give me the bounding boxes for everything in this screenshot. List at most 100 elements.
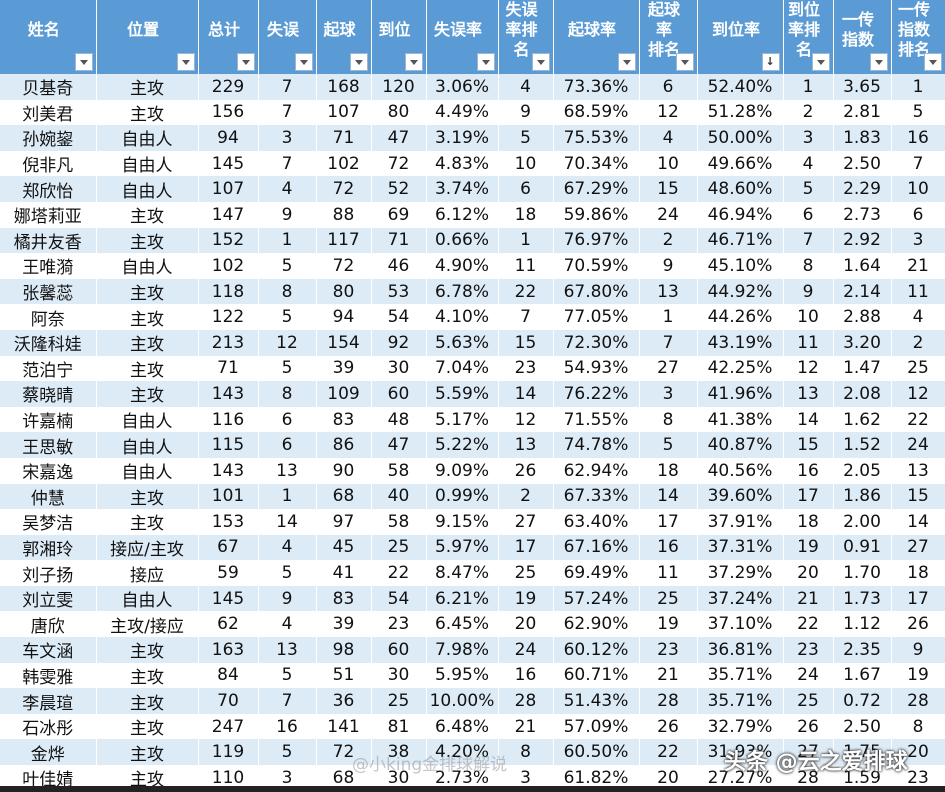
cell-2[interactable]: 101	[198, 483, 259, 510]
cell-7[interactable]: 22	[498, 278, 554, 305]
cell-2[interactable]: 71	[198, 355, 259, 382]
cell-5[interactable]: 40	[371, 483, 427, 510]
cell-13[interactable]: 3	[891, 227, 945, 254]
cell-6[interactable]: 3.19%	[426, 125, 499, 151]
cell-1[interactable]: 自由人	[96, 432, 199, 458]
cell-6[interactable]: 4.10%	[426, 304, 499, 330]
cell-0[interactable]: 倪非凡	[0, 150, 97, 177]
cell-1[interactable]: 自由人	[96, 253, 199, 279]
cell-11[interactable]: 24	[783, 662, 834, 689]
cell-0[interactable]: 郑欣怡	[0, 176, 97, 202]
filter-dropdown-icon[interactable]	[349, 53, 368, 71]
cell-9[interactable]: 22	[639, 739, 698, 766]
cell-10[interactable]: 41.96%	[697, 381, 784, 407]
cell-7[interactable]: 5	[498, 125, 554, 151]
cell-8[interactable]: 67.80%	[553, 278, 640, 305]
cell-0[interactable]: 韩雯雅	[0, 662, 97, 689]
cell-10[interactable]: 50.00%	[697, 125, 784, 151]
cell-13[interactable]: 20	[891, 739, 945, 766]
cell-0[interactable]: 刘子扬	[0, 560, 97, 586]
cell-4[interactable]: 39	[316, 611, 372, 638]
cell-9[interactable]: 1	[639, 304, 698, 330]
cell-12[interactable]: 2.08	[833, 381, 892, 407]
cell-5[interactable]: 60	[371, 381, 427, 407]
cell-2[interactable]: 143	[198, 457, 259, 484]
cell-0[interactable]: 仲慧	[0, 483, 97, 510]
cell-8[interactable]: 67.16%	[553, 534, 640, 561]
cell-9[interactable]: 3	[639, 381, 698, 407]
cell-7[interactable]: 18	[498, 201, 554, 228]
cell-0[interactable]: 王思敏	[0, 432, 97, 458]
cell-4[interactable]: 72	[316, 739, 372, 766]
filter-dropdown-icon[interactable]	[236, 53, 255, 71]
cell-12[interactable]: 1.67	[833, 662, 892, 689]
cell-8[interactable]: 59.86%	[553, 201, 640, 228]
cell-1[interactable]: 主攻	[96, 662, 199, 689]
cell-9[interactable]: 8	[639, 406, 698, 433]
cell-9[interactable]: 25	[639, 585, 698, 612]
cell-11[interactable]: 6	[783, 201, 834, 228]
sort-filter-dropdown-icon[interactable]	[761, 53, 780, 71]
cell-12[interactable]: 1.83	[833, 125, 892, 151]
cell-7[interactable]: 15	[498, 329, 554, 356]
cell-10[interactable]: 52.40%	[697, 74, 784, 100]
cell-0[interactable]: 金烨	[0, 739, 97, 766]
cell-2[interactable]: 247	[198, 713, 259, 740]
cell-7[interactable]: 2	[498, 483, 554, 510]
cell-1[interactable]: 自由人	[96, 150, 199, 177]
cell-10[interactable]: 35.71%	[697, 688, 784, 714]
cell-4[interactable]: 154	[316, 329, 372, 356]
cell-0[interactable]: 蔡晓晴	[0, 381, 97, 407]
cell-9[interactable]: 11	[639, 560, 698, 586]
cell-13[interactable]: 5	[891, 99, 945, 126]
cell-4[interactable]: 36	[316, 688, 372, 714]
cell-5[interactable]: 22	[371, 560, 427, 586]
cell-6[interactable]: 5.22%	[426, 432, 499, 458]
cell-10[interactable]: 39.60%	[697, 483, 784, 510]
cell-2[interactable]: 94	[198, 125, 259, 151]
cell-3[interactable]: 13	[258, 637, 317, 663]
cell-12[interactable]: 2.73	[833, 201, 892, 228]
cell-3[interactable]: 4	[258, 611, 317, 638]
cell-12[interactable]: 2.50	[833, 150, 892, 177]
cell-7[interactable]: 8	[498, 739, 554, 766]
cell-1[interactable]: 主攻	[96, 688, 199, 714]
cell-13[interactable]: 16	[891, 125, 945, 151]
cell-6[interactable]: 5.59%	[426, 381, 499, 407]
cell-9[interactable]: 9	[639, 253, 698, 279]
cell-6[interactable]: 0.66%	[426, 227, 499, 254]
cell-8[interactable]: 75.53%	[553, 125, 640, 151]
cell-12[interactable]: 1.12	[833, 611, 892, 638]
cell-6[interactable]: 4.20%	[426, 739, 499, 766]
cell-13[interactable]: 1	[891, 74, 945, 100]
cell-2[interactable]: 62	[198, 611, 259, 638]
filter-dropdown-icon[interactable]	[531, 53, 550, 71]
cell-5[interactable]: 48	[371, 406, 427, 433]
cell-1[interactable]: 主攻	[96, 227, 199, 254]
cell-7[interactable]: 26	[498, 457, 554, 484]
cell-2[interactable]: 118	[198, 278, 259, 305]
cell-8[interactable]: 67.29%	[553, 176, 640, 202]
cell-3[interactable]: 5	[258, 662, 317, 689]
cell-11[interactable]: 17	[783, 483, 834, 510]
cell-10[interactable]: 37.29%	[697, 560, 784, 586]
cell-0[interactable]: 阿奈	[0, 304, 97, 330]
cell-8[interactable]: 69.49%	[553, 560, 640, 586]
cell-3[interactable]: 16	[258, 713, 317, 740]
cell-5[interactable]: 92	[371, 329, 427, 356]
cell-12[interactable]: 2.29	[833, 176, 892, 202]
cell-11[interactable]: 4	[783, 150, 834, 177]
cell-6[interactable]: 9.15%	[426, 509, 499, 535]
cell-4[interactable]: 98	[316, 637, 372, 663]
cell-2[interactable]: 119	[198, 739, 259, 766]
cell-0[interactable]: 吴梦洁	[0, 509, 97, 535]
cell-12[interactable]: 2.92	[833, 227, 892, 254]
cell-4[interactable]: 107	[316, 99, 372, 126]
cell-8[interactable]: 68.59%	[553, 99, 640, 126]
cell-5[interactable]: 38	[371, 739, 427, 766]
cell-0[interactable]: 车文涵	[0, 637, 97, 663]
cell-1[interactable]: 接应/主攻	[96, 534, 199, 561]
cell-6[interactable]: 6.21%	[426, 585, 499, 612]
cell-1[interactable]: 主攻	[96, 355, 199, 382]
cell-4[interactable]: 72	[316, 176, 372, 202]
